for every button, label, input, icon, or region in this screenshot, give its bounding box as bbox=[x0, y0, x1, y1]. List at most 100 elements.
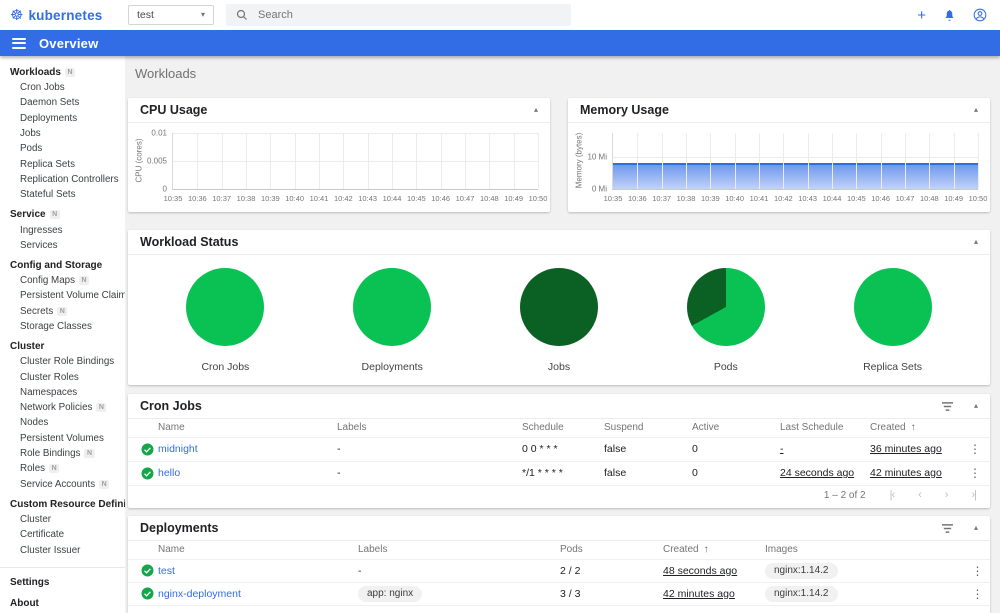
search-bar[interactable] bbox=[226, 4, 571, 26]
sidebar-item-ingresses[interactable]: Ingresses bbox=[0, 222, 125, 237]
gridline-vertical bbox=[856, 133, 858, 189]
sidebar-item-label: Storage Classes bbox=[20, 321, 92, 332]
resource-link[interactable]: nginx-deployment bbox=[158, 587, 241, 600]
sidebar-item-storage-classes[interactable]: Storage Classes bbox=[0, 319, 125, 334]
column-header-labels[interactable]: Labels bbox=[358, 541, 560, 560]
filter-icon[interactable] bbox=[941, 401, 954, 412]
sidebar-item-services[interactable]: Services bbox=[0, 238, 125, 253]
memory-area-series bbox=[613, 162, 978, 189]
search-icon bbox=[236, 9, 247, 20]
kebab-menu-icon[interactable]: ⋮ bbox=[965, 582, 990, 606]
first-page-button[interactable]: |‹ bbox=[889, 489, 895, 501]
resource-link[interactable]: hello bbox=[158, 467, 181, 479]
sidebar-item-jobs[interactable]: Jobs bbox=[0, 126, 125, 141]
sidebar-item-config-maps[interactable]: Config Maps N bbox=[0, 273, 125, 288]
column-header-images[interactable]: Images bbox=[765, 541, 965, 560]
gridline-vertical bbox=[783, 133, 785, 189]
sidebar-section-workloads[interactable]: Workloads N bbox=[0, 65, 125, 80]
sidebar-item-cluster-roles[interactable]: Cluster Roles bbox=[0, 369, 125, 384]
sidebar-item-replica-sets[interactable]: Replica Sets bbox=[0, 156, 125, 171]
x-axis-tick-label: 10:41 bbox=[749, 194, 769, 203]
collapse-icon[interactable]: ▴ bbox=[973, 237, 978, 246]
sidebar-item-persistent-volumes[interactable]: Persistent Volumes bbox=[0, 431, 125, 446]
table-row: hello - */1 * * * * false 0 24 seconds ago 42 … bbox=[128, 461, 990, 486]
cron-jobs-table: Name Labels Schedule Suspend Active Last Sche… bbox=[128, 419, 990, 486]
sidebar-section-service[interactable]: Service N bbox=[0, 207, 125, 222]
column-header-name[interactable]: Name bbox=[158, 541, 358, 560]
sidebar-item-role-bindings[interactable]: Role Bindings N bbox=[0, 446, 125, 461]
workload-status-pies: Cron Jobs Deployments Jobs Pods Replica Sets bbox=[128, 256, 990, 385]
column-header-created[interactable]: Created ↑ bbox=[663, 541, 765, 560]
sidebar-item-deployments[interactable]: Deployments bbox=[0, 111, 125, 126]
sidebar-section-cluster[interactable]: Cluster bbox=[0, 339, 125, 354]
workload-status-title: Workload Status bbox=[140, 235, 239, 249]
collapse-icon[interactable]: ▴ bbox=[533, 105, 538, 114]
resource-link[interactable]: midnight bbox=[158, 443, 198, 455]
sidebar-item-about[interactable]: About bbox=[10, 597, 39, 609]
sidebar-item-persistent-volume-claims[interactable]: Persistent Volume ClaimsN bbox=[0, 288, 125, 303]
collapse-icon[interactable]: ▴ bbox=[973, 401, 978, 410]
next-page-button[interactable]: › bbox=[944, 489, 949, 501]
last-page-button[interactable]: ›| bbox=[971, 489, 976, 501]
column-header-created[interactable]: Created ↑ bbox=[870, 419, 960, 438]
column-header-schedule[interactable]: Schedule bbox=[522, 419, 604, 438]
search-input[interactable] bbox=[258, 9, 561, 21]
sidebar-item-cluster-role-bindings[interactable]: Cluster Role Bindings bbox=[0, 354, 125, 369]
filter-icon[interactable] bbox=[941, 523, 954, 534]
sidebar-item-settings[interactable]: Settings bbox=[10, 576, 50, 588]
account-icon[interactable] bbox=[973, 8, 987, 22]
suspend-cell: false bbox=[604, 437, 692, 462]
kebab-menu-icon[interactable]: ⋮ bbox=[960, 437, 990, 462]
cpu-usage-title: CPU Usage bbox=[140, 103, 208, 117]
sidebar-item-label: Config Maps bbox=[20, 275, 75, 287]
kebab-menu-icon[interactable]: ⋮ bbox=[965, 559, 990, 583]
created-cell: 48 seconds ago bbox=[663, 559, 765, 583]
pie-chart bbox=[853, 268, 932, 346]
sidebar-item-cluster[interactable]: Cluster bbox=[0, 512, 125, 527]
sidebar-item-replication-controllers[interactable]: Replication Controllers bbox=[0, 172, 125, 187]
sidebar-item-cron-jobs[interactable]: Cron Jobs bbox=[0, 80, 125, 95]
sidebar-item-nodes[interactable]: Nodes bbox=[0, 415, 125, 430]
sidebar-item-label: Cluster Issuer bbox=[20, 544, 81, 556]
x-axis-tick-label: 10:49 bbox=[944, 194, 964, 203]
brand[interactable]: ☸ kubernetes bbox=[0, 8, 125, 23]
collapse-icon[interactable]: ▴ bbox=[973, 105, 978, 114]
sidebar-item-service-accounts[interactable]: Service Accounts N bbox=[0, 477, 125, 492]
sidebar-item-daemon-sets[interactable]: Daemon Sets bbox=[0, 95, 125, 110]
namespace-selector[interactable]: test ▾ bbox=[128, 5, 214, 25]
sidebar-item-certificate[interactable]: Certificate bbox=[0, 527, 125, 542]
sidebar-item-secrets[interactable]: Secrets N bbox=[0, 304, 125, 319]
x-axis-tick-label: 10:38 bbox=[236, 194, 256, 203]
column-header-last-schedule[interactable]: Last Schedule bbox=[780, 419, 870, 438]
pie-chart bbox=[519, 268, 598, 346]
column-header-name[interactable]: Name bbox=[158, 419, 337, 438]
kebab-menu-icon[interactable]: ⋮ bbox=[960, 461, 990, 486]
sidebar-item-network-policies[interactable]: Network Policies N bbox=[0, 400, 125, 415]
deployments-card: Deployments ▴ Name Labels Pods Created ↑ Imag… bbox=[128, 516, 990, 613]
x-axis-tick-label: 10:46 bbox=[431, 194, 451, 203]
plus-icon[interactable]: + bbox=[917, 6, 926, 24]
resource-link[interactable]: test bbox=[158, 564, 175, 577]
prev-page-button[interactable]: ‹ bbox=[918, 489, 922, 501]
column-header-suspend[interactable]: Suspend bbox=[604, 419, 692, 438]
column-header-pods[interactable]: Pods bbox=[560, 541, 663, 560]
collapse-icon[interactable]: ▴ bbox=[973, 523, 978, 532]
sidebar-item-label: Jobs bbox=[20, 128, 41, 140]
navbar-title: Overview bbox=[39, 35, 99, 51]
x-axis-tick-label: 10:48 bbox=[919, 194, 939, 203]
sidebar-item-label: Cron Jobs bbox=[20, 82, 65, 94]
sidebar-section-config-and-storage[interactable]: Config and Storage bbox=[0, 258, 125, 273]
sidebar-nav: Workloads N Cron Jobs Daemon Sets Deployment… bbox=[0, 56, 125, 613]
sidebar-item-stateful-sets[interactable]: Stateful Sets bbox=[0, 187, 125, 202]
column-header-active[interactable]: Active bbox=[692, 419, 780, 438]
column-header-labels[interactable]: Labels bbox=[337, 419, 522, 438]
menu-icon[interactable] bbox=[12, 35, 26, 51]
sidebar-item-namespaces[interactable]: Namespaces bbox=[0, 385, 125, 400]
bell-icon[interactable] bbox=[943, 9, 956, 22]
sidebar-item-pods[interactable]: Pods bbox=[0, 141, 125, 156]
sidebar-item-roles[interactable]: Roles N bbox=[0, 461, 125, 476]
gridline-vertical bbox=[978, 133, 979, 189]
sidebar-section-custom-resource-definitions[interactable]: Custom Resource Definitions bbox=[0, 497, 125, 512]
relative-time: 36 minutes ago bbox=[870, 443, 942, 455]
sidebar-item-cluster-issuer[interactable]: Cluster Issuer bbox=[0, 542, 125, 557]
